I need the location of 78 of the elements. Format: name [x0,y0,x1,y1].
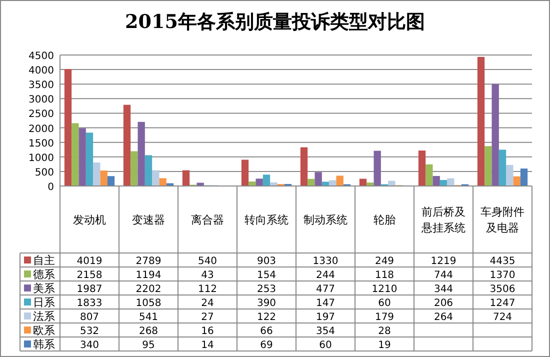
data-label: 118 [374,270,394,281]
legend-label: 日系 [33,296,55,309]
legend-label: 欧系 [33,324,55,337]
data-label: 43 [201,270,214,281]
data-label: 147 [316,298,336,309]
data-label: 19 [378,340,391,351]
legend-label: 德系 [33,268,55,281]
x-tick-label: 车身附件及电器 [480,206,524,234]
y-tick-label: 4500 [28,51,54,62]
data-label: 344 [434,284,454,295]
data-label: 112 [198,284,218,295]
data-label: 807 [80,312,100,323]
data-label: 3506 [490,284,516,295]
data-label: 60 [319,340,332,351]
x-tick-label: 发动机 [73,214,106,226]
data-label: 477 [316,284,336,295]
data-label: 2789 [136,256,162,267]
data-label: 66 [260,326,273,337]
data-label: 532 [80,326,100,337]
data-label: 1210 [372,284,398,295]
data-label: 95 [142,340,155,351]
y-tick-label: 0 [48,182,54,193]
data-label: 179 [374,312,394,323]
data-label: 197 [316,312,336,323]
y-tick-label: 1500 [28,138,54,150]
data-label: 249 [374,256,394,267]
data-label: 264 [434,312,454,323]
chart-title: 2015年各系别质量投诉类型对比图 [125,11,425,33]
data-label: 1833 [76,298,102,309]
y-tick-label: 2500 [28,109,54,120]
legend-label: 法系 [33,310,55,323]
data-label: 16 [201,326,214,337]
x-tick-label: 转向系统 [244,214,288,226]
legend-label: 自主 [33,254,55,267]
y-tick-label: 2000 [28,124,54,135]
y-tick-label: 1000 [28,152,54,164]
data-label: 24 [201,298,214,309]
data-label: 1330 [312,256,338,267]
data-label: 122 [256,312,276,323]
data-label: 4435 [490,256,516,267]
data-label: 1219 [430,256,456,267]
data-label: 1987 [76,284,102,295]
data-label: 390 [256,298,276,309]
data-label: 69 [260,340,273,351]
legend-label: 韩系 [33,338,55,351]
data-label: 1058 [136,298,162,309]
data-label: 4019 [76,256,102,267]
y-tick-label: 3500 [28,80,54,92]
data-label: 1247 [490,298,516,309]
x-tick-label: 前后桥及悬挂系统 [420,206,466,234]
x-tick-label: 轮胎 [374,214,396,226]
data-label: 14 [201,340,214,351]
x-tick-label: 离合器 [191,214,224,226]
y-tick-label: 3000 [28,94,54,106]
data-label: 541 [138,312,158,323]
legend-label: 美系 [33,282,55,295]
data-label: 1370 [490,270,516,281]
data-label: 253 [256,284,276,295]
x-tick-label: 变速器 [132,214,165,226]
data-label: 354 [316,326,336,337]
data-label: 1194 [136,270,162,281]
data-label: 724 [492,312,512,323]
data-label: 2158 [76,270,102,281]
data-label: 744 [434,270,454,281]
y-tick-label: 500 [34,167,54,178]
data-label: 27 [201,312,214,323]
data-label: 540 [198,256,218,267]
x-tick-label: 制动系统 [304,214,348,226]
data-label: 28 [378,326,391,337]
data-label: 340 [80,340,100,351]
data-label: 903 [256,256,276,267]
data-label: 268 [138,326,158,337]
data-label: 206 [434,298,454,309]
data-label: 60 [378,298,391,309]
data-label: 154 [256,270,276,281]
y-tick-label: 4000 [28,66,54,77]
data-label: 2202 [136,284,162,295]
data-label: 244 [316,270,336,281]
